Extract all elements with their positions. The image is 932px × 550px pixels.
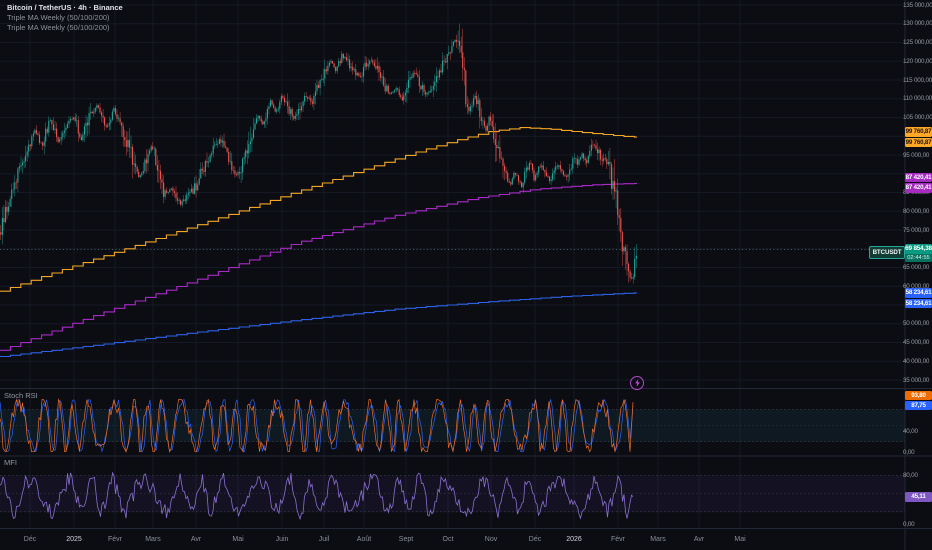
ma100-badge-2: 87 420,41 <box>905 183 932 193</box>
ma-100w-line <box>0 182 637 351</box>
quick-action-lightning-button[interactable] <box>630 376 644 390</box>
time-tick: Juin <box>275 536 289 543</box>
time-tick: Févr <box>611 536 625 543</box>
time-tick: Oct <box>442 536 454 543</box>
price-tick: 45 000,00 <box>903 339 930 346</box>
stoch-k-line <box>0 398 634 453</box>
time-tick: Mars <box>145 536 161 543</box>
price-tick: 75 000,00 <box>903 226 930 234</box>
price-tick: 115 000,00 <box>903 76 932 84</box>
grid <box>0 0 905 528</box>
time-tick: Déc <box>23 536 37 543</box>
symbol-title[interactable]: Bitcoin / TetherUS · 4h · Binance <box>7 3 123 12</box>
last-price-badge: 69 854,38 02:44:55 <box>905 243 932 262</box>
price-tick: 135 000,00 <box>903 1 932 9</box>
time-tick: Déc <box>528 536 542 543</box>
mfi-tick: 0,00 <box>903 520 915 528</box>
stoch-d-badge: 87,75 <box>905 400 932 410</box>
mfi-badge: 45,11 <box>905 492 932 502</box>
last-price-value: 69 854,38 <box>905 243 932 254</box>
indicator-legend-2[interactable]: Triple MA Weekly (50/100/200) <box>7 23 110 32</box>
ma200-badge-1: 58 234,61 <box>905 288 932 298</box>
price-tick: 85 000,00 <box>903 189 930 196</box>
stoch-tick: 0,00 <box>903 449 915 456</box>
time-tick: Mai <box>232 536 244 543</box>
symbol-price-label-badge: BTCUSDT <box>869 245 905 259</box>
time-tick: Juil <box>318 536 330 543</box>
ma50-badge-2: 99 760,87 <box>905 137 932 147</box>
ma-50w-line <box>0 127 637 292</box>
time-tick: Sept <box>398 536 414 543</box>
bar-countdown: 02:44:55 <box>905 253 932 262</box>
time-tick: Févr <box>108 536 122 543</box>
price-tick: 50 000,00 <box>903 320 930 328</box>
lightning-icon <box>634 379 640 387</box>
price-tick: 80 000,00 <box>903 207 930 215</box>
price-tick: 110 000,00 <box>903 95 932 103</box>
stoch-tick: 40,00 <box>903 427 918 435</box>
price-tick: 40 000,00 <box>903 357 930 365</box>
indicator-legend-1[interactable]: Triple MA Weekly (50/100/200) <box>7 13 110 22</box>
price-tick: 65 000,00 <box>903 264 930 271</box>
time-tick: Avr <box>693 536 705 543</box>
price-tick: 35 000,00 <box>903 376 930 384</box>
price-tick: 125 000,00 <box>903 39 932 46</box>
price-tick: 120 000,00 <box>903 57 932 65</box>
stoch-pane-label[interactable]: Stoch RSI <box>4 391 38 400</box>
ma50-badge-1: 99 760,87 <box>905 127 932 137</box>
mfi-tick: 80,00 <box>903 472 918 479</box>
ma100-badge-1: 87 420,41 <box>905 172 932 182</box>
time-tick: Août <box>356 536 372 543</box>
indicator-bands <box>0 409 905 513</box>
price-tick: 60 000,00 <box>903 282 930 290</box>
stoch-d-line <box>0 398 634 453</box>
price-tick: 95 000,00 <box>903 151 930 159</box>
time-tick-year: 2026 <box>566 536 582 543</box>
legend: Bitcoin / TetherUS · 4h · Binance Triple… <box>7 3 123 33</box>
ma-200w-line <box>0 292 637 358</box>
mfi-line <box>0 471 634 521</box>
time-tick: Mars <box>650 536 666 543</box>
price-tick: 130 000,00 <box>903 20 932 28</box>
time-tick: Nov <box>484 536 498 543</box>
price-tick: 105 000,00 <box>903 114 932 121</box>
time-tick: Avr <box>190 536 202 543</box>
stoch-k-badge: 93,80 <box>905 390 932 400</box>
ma200-badge-2: 58 234,61 <box>905 298 932 308</box>
time-tick-year: 2025 <box>66 536 82 543</box>
candles <box>0 23 637 284</box>
time-tick: Mai <box>734 536 746 543</box>
mfi-pane-label[interactable]: MFI <box>4 458 17 467</box>
